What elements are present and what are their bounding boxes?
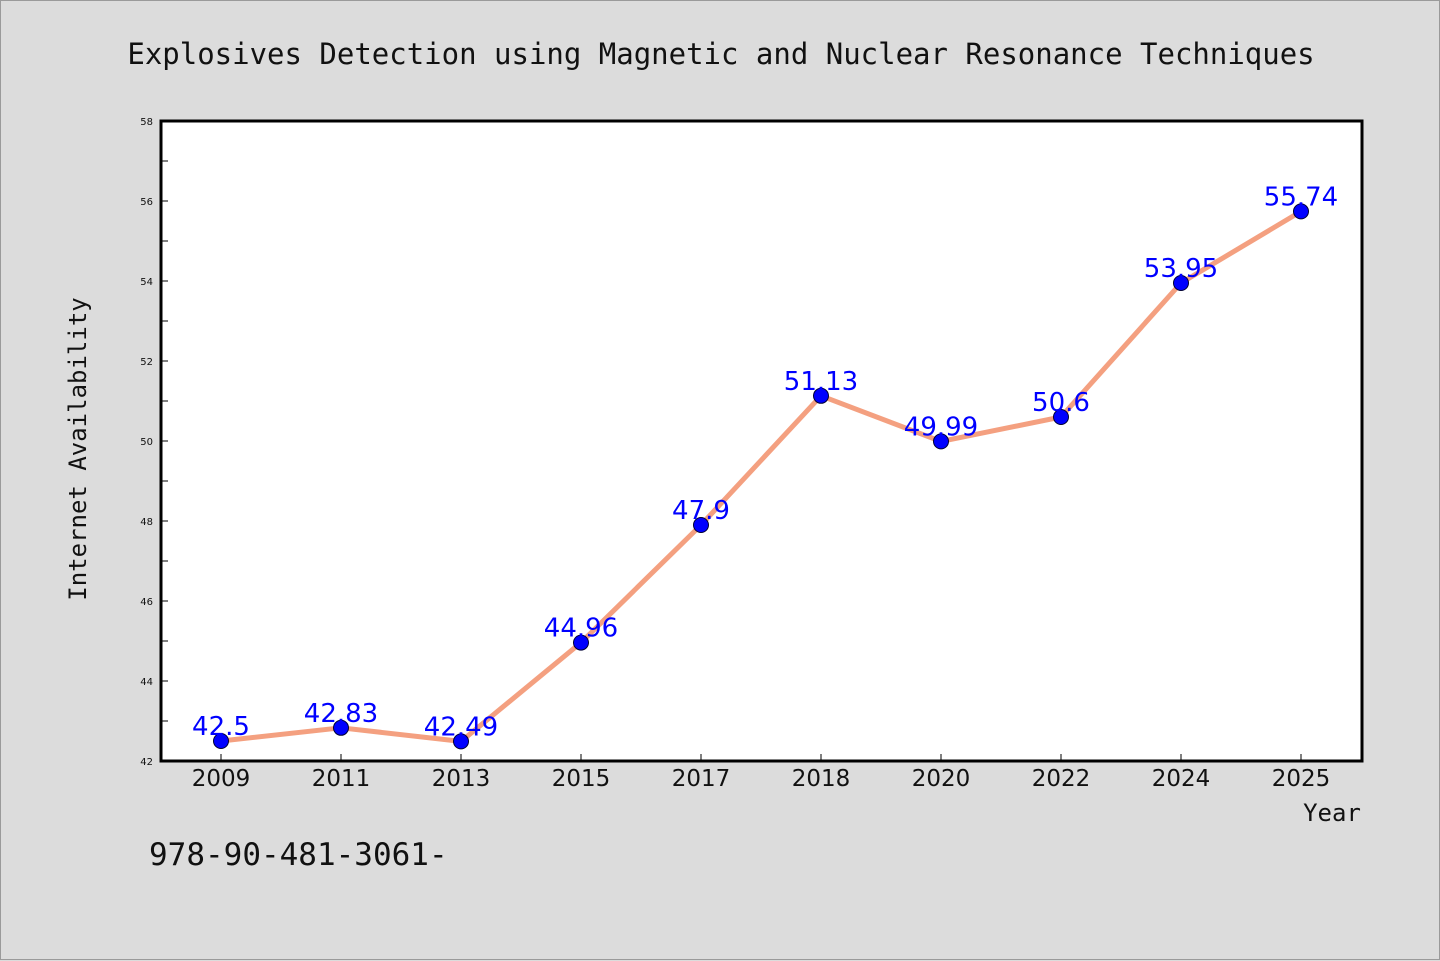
data-label: 53.95 <box>1144 254 1218 284</box>
data-point-marker <box>1173 275 1189 291</box>
y-axis: 42 44 46 48 50 52 54 56 58 <box>140 117 168 768</box>
x-tick-label: 2020 <box>912 766 971 792</box>
data-label: 49.99 <box>904 412 978 442</box>
data-label: 42.83 <box>304 699 378 729</box>
x-tick-label: 2015 <box>552 766 611 792</box>
y-tick-label: 44 <box>140 677 153 688</box>
y-tick-label: 58 <box>140 117 153 128</box>
x-axis-label: Year <box>1303 799 1361 827</box>
data-label: 42.49 <box>424 712 498 742</box>
y-tick-label: 54 <box>140 277 153 288</box>
data-label: 55.74 <box>1264 182 1338 212</box>
data-point-marker <box>933 433 949 450</box>
data-point-marker <box>1053 409 1069 425</box>
data-label: 47.9 <box>672 496 730 526</box>
footnote-isbn: 978-90-481-3061- <box>149 837 448 873</box>
data-point-marker <box>333 719 349 736</box>
x-tick-label: 2017 <box>672 766 731 792</box>
data-point-marker <box>213 733 229 749</box>
x-axis: 2009 2011 2013 2015 2017 2018 2020 2022 2024 2025 <box>192 754 1331 792</box>
y-tick-label: 56 <box>140 197 153 208</box>
data-point-marker <box>1293 203 1309 220</box>
x-tick-label: 2009 <box>192 766 251 792</box>
y-tick-label: 46 <box>140 597 153 608</box>
x-tick-label: 2013 <box>432 766 491 792</box>
y-axis-label: Internet Availability <box>64 297 92 600</box>
y-tick-label: 48 <box>140 517 153 528</box>
y-tick-label: 52 <box>140 357 153 368</box>
series-line <box>218 208 1304 744</box>
plot-area <box>159 119 1364 763</box>
data-point-marker <box>813 387 829 404</box>
series-polyline <box>218 208 1304 744</box>
data-label: 51.13 <box>784 367 858 397</box>
x-tick-label: 2022 <box>1032 766 1091 792</box>
data-point-marker <box>573 634 589 651</box>
x-tick-label: 2025 <box>1272 766 1331 792</box>
data-label: 44.96 <box>544 614 618 644</box>
data-points <box>213 203 1309 750</box>
data-label: 50.6 <box>1032 388 1090 418</box>
data-point-marker <box>453 733 469 750</box>
x-tick-label: 2018 <box>792 766 851 792</box>
x-tick-label: 2011 <box>312 766 371 792</box>
y-tick-label: 42 <box>140 757 153 768</box>
x-tick-label: 2024 <box>1152 766 1211 792</box>
data-point-marker <box>693 517 709 533</box>
data-label: 42.5 <box>192 712 250 742</box>
y-tick-label: 50 <box>140 437 153 448</box>
chart-title: Explosives Detection using Magnetic and … <box>127 37 1314 71</box>
data-labels: 42.5 42.83 42.49 44.96 47.9 51.13 49.99 50.6 53.… <box>192 182 1338 742</box>
